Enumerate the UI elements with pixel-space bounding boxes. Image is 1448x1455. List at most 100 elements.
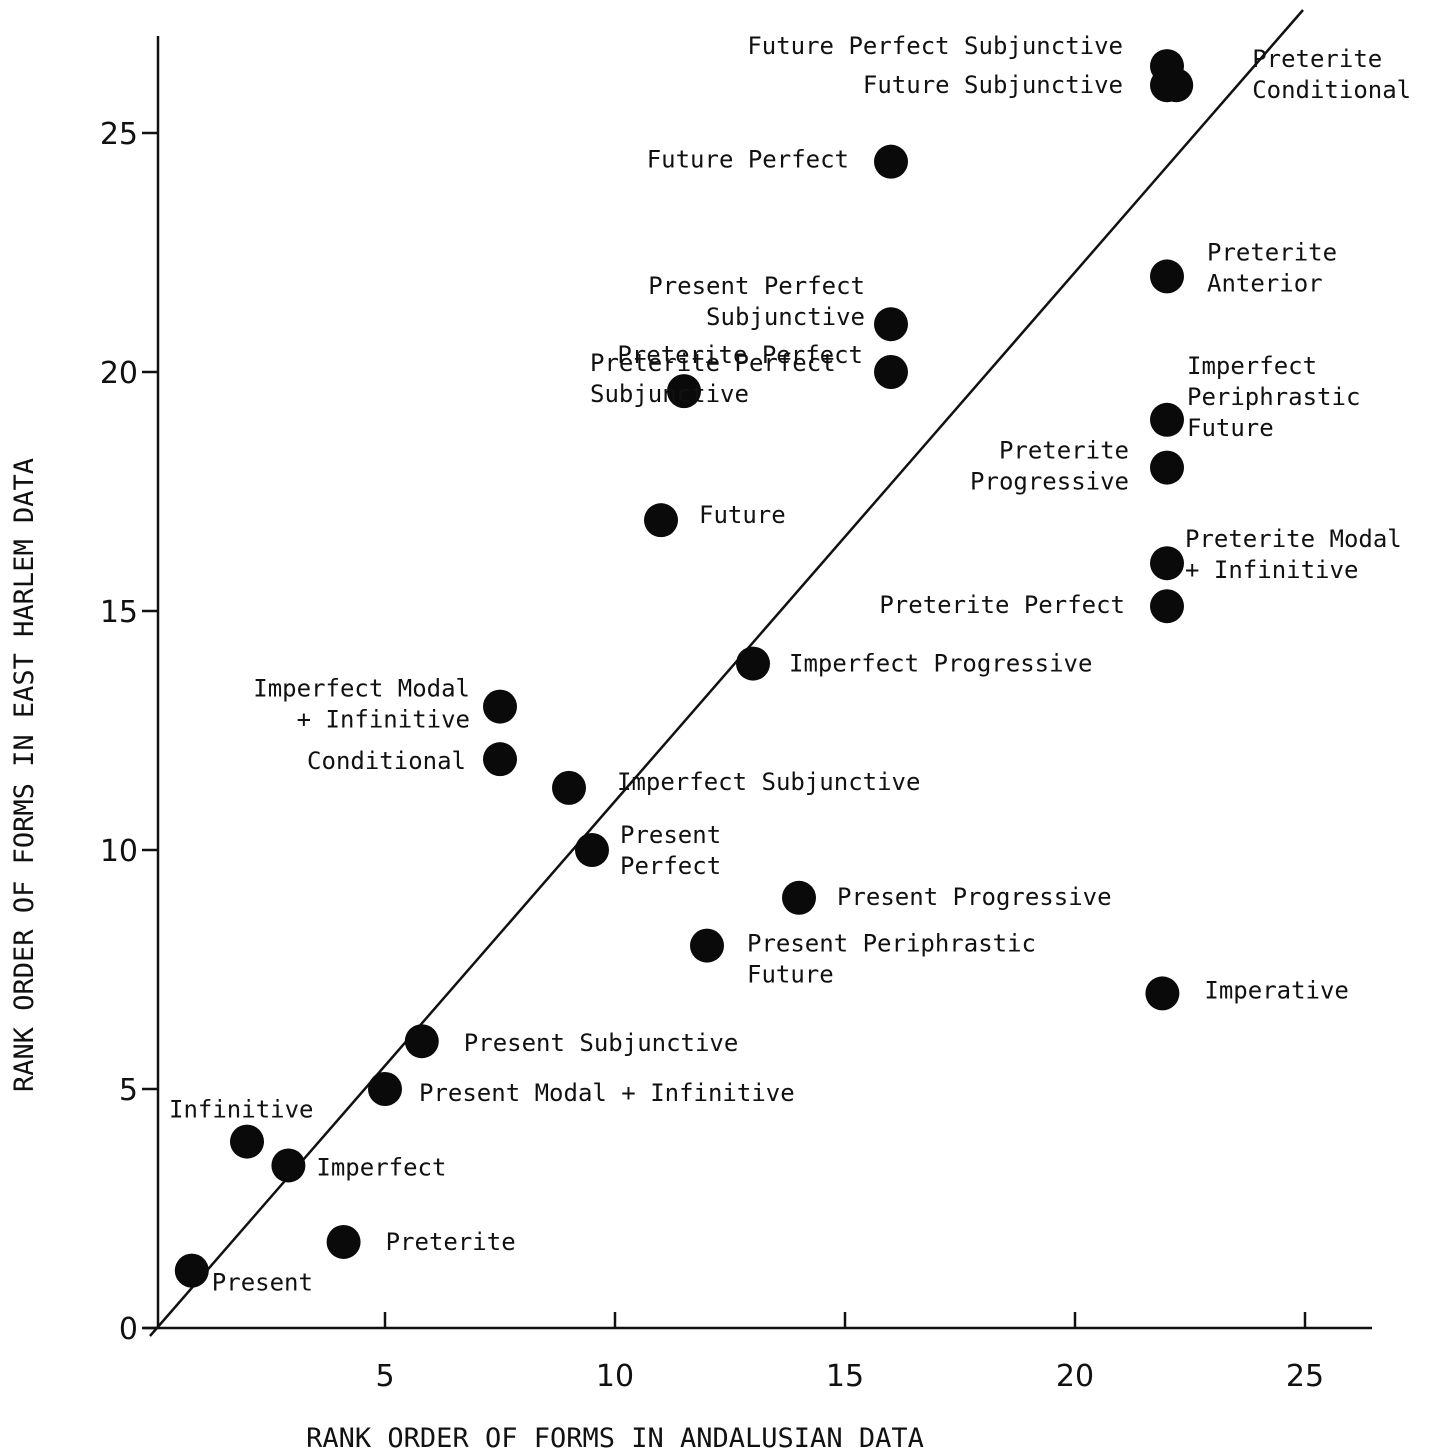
point-label-line: Preterite [1207,238,1337,266]
data-point [271,1148,306,1183]
data-point [644,503,678,538]
x-tick-label: 15 [826,1359,864,1394]
data-point [690,928,724,963]
point-label-line: Future [699,501,786,529]
point-label-line: Future Perfect [647,146,849,174]
y-tick-label: 20 [100,356,138,391]
point-labels: Present Infinitive Imperfect Preterite Prese… [169,32,1411,1297]
point-label: Preterite Perfect Subjunctive [590,349,836,408]
y-axis-label: RANK ORDER OF FORMS IN EAST HARLEM DATA [9,458,40,1092]
y-tick-label: 0 [119,1312,138,1347]
data-point [483,742,517,777]
point-label-line: Present Periphrastic [747,930,1036,958]
point-label-line: Anterior [1207,269,1323,297]
point-label-line: Imperfect [316,1153,446,1181]
x-tick-label: 25 [1286,1359,1324,1394]
axes [143,36,1372,1330]
data-point [874,307,908,342]
point-label-line: + Infinitive [1185,556,1358,584]
y-tick-label: 15 [100,595,138,630]
point-label-line: Present [620,821,721,849]
x-ticks: 5 10 15 20 25 [375,1312,1324,1394]
point-label: Preterite [386,1228,516,1256]
point-label: Preterite Modal + Infinitive [1185,525,1402,584]
point-label-line: Preterite Modal [1185,525,1402,553]
point-label-line: Preterite [386,1228,516,1256]
data-point [1159,68,1194,103]
data-point [174,1253,209,1288]
point-label-line: Imperative [1204,976,1349,1004]
point-label-line: Present Modal + Infinitive [419,1079,795,1107]
data-point [483,689,517,724]
data-point [1145,976,1180,1011]
point-label-line: Present Subjunctive [464,1029,739,1057]
point-label: Future Perfect [647,146,849,174]
point-label-line: Imperfect Subjunctive [617,768,920,796]
x-tick-label: 10 [596,1359,634,1394]
data-point [230,1124,264,1159]
data-point [368,1072,402,1106]
x-axis-label: RANK ORDER OF FORMS IN ANDALUSIAN DATA [306,1423,924,1454]
point-label: Imperfect Subjunctive [617,768,920,796]
point-label: Present Periphrastic Future [747,930,1036,989]
point-label-line: Imperfect [1187,352,1317,380]
data-points [174,49,1194,1288]
point-label-line: Progressive [970,468,1129,496]
point-label-line: + Infinitive [297,706,470,734]
data-point [736,646,770,681]
data-point [667,374,701,409]
point-label-line: Preterite [1252,45,1382,73]
point-label: Imperfect Modal + Infinitive [253,675,470,734]
point-label: Imperfect Progressive [789,650,1092,678]
x-tick-label: 20 [1056,1359,1094,1394]
data-point [1150,546,1184,581]
point-label: Preterite Progressive [970,437,1129,496]
y-ticks: 0 5 10 15 20 25 [100,117,158,1347]
point-label-line: Preterite Perfect [617,341,863,369]
point-label-line: Preterite Perfect [879,591,1125,619]
point-label: Imperfect [316,1153,446,1181]
data-point [874,144,908,179]
point-label-line: Preterite [999,437,1129,465]
point-label: Imperfect Periphrastic Future [1187,352,1360,442]
y-tick-label: 25 [100,117,138,152]
point-label: Present Subjunctive [464,1029,739,1057]
point-label: Preterite Conditional [1252,45,1411,104]
point-label: Infinitive [169,1096,314,1124]
point-label: Present Perfect [620,821,721,880]
point-label: Imperative [1204,976,1349,1004]
point-label-line: Future Subjunctive [863,71,1123,99]
point-label: Present [212,1269,313,1297]
data-point [404,1024,439,1059]
point-label: Future [699,501,786,529]
point-label-line: Perfect [620,852,721,880]
data-point [575,833,609,867]
data-point [782,880,816,915]
point-label-line: Future [1187,414,1274,442]
point-label-line: Conditional [307,747,466,775]
point-label-line: Present Progressive [837,883,1112,911]
point-label-line: Present Perfect [648,272,865,300]
point-label: Preterite Perfect [879,591,1125,619]
data-point [1150,259,1184,294]
point-label-line: Preterite Perfect [590,349,836,377]
point-label: Future Perfect Subjunctive [747,32,1123,60]
data-point [1150,589,1184,624]
x-tick-label: 5 [375,1359,394,1394]
point-label: Present Progressive [837,883,1112,911]
point-label: Preterite Perfect [617,341,863,369]
point-label-line: Future Perfect Subjunctive [747,32,1123,60]
point-label: Future Subjunctive [863,71,1123,99]
point-label-line: Imperfect Modal [253,675,470,703]
point-label-line: Infinitive [169,1096,314,1124]
data-point [552,770,586,805]
point-label-line: Subjunctive [706,303,865,331]
point-label-line: Conditional [1252,76,1411,104]
point-label: Present Modal + Infinitive [419,1079,795,1107]
point-label-line: Subjunctive [590,380,749,408]
point-label: Present Perfect Subjunctive [648,272,865,331]
data-point [326,1224,361,1259]
data-point [1150,450,1184,485]
point-label: Conditional [307,747,466,775]
